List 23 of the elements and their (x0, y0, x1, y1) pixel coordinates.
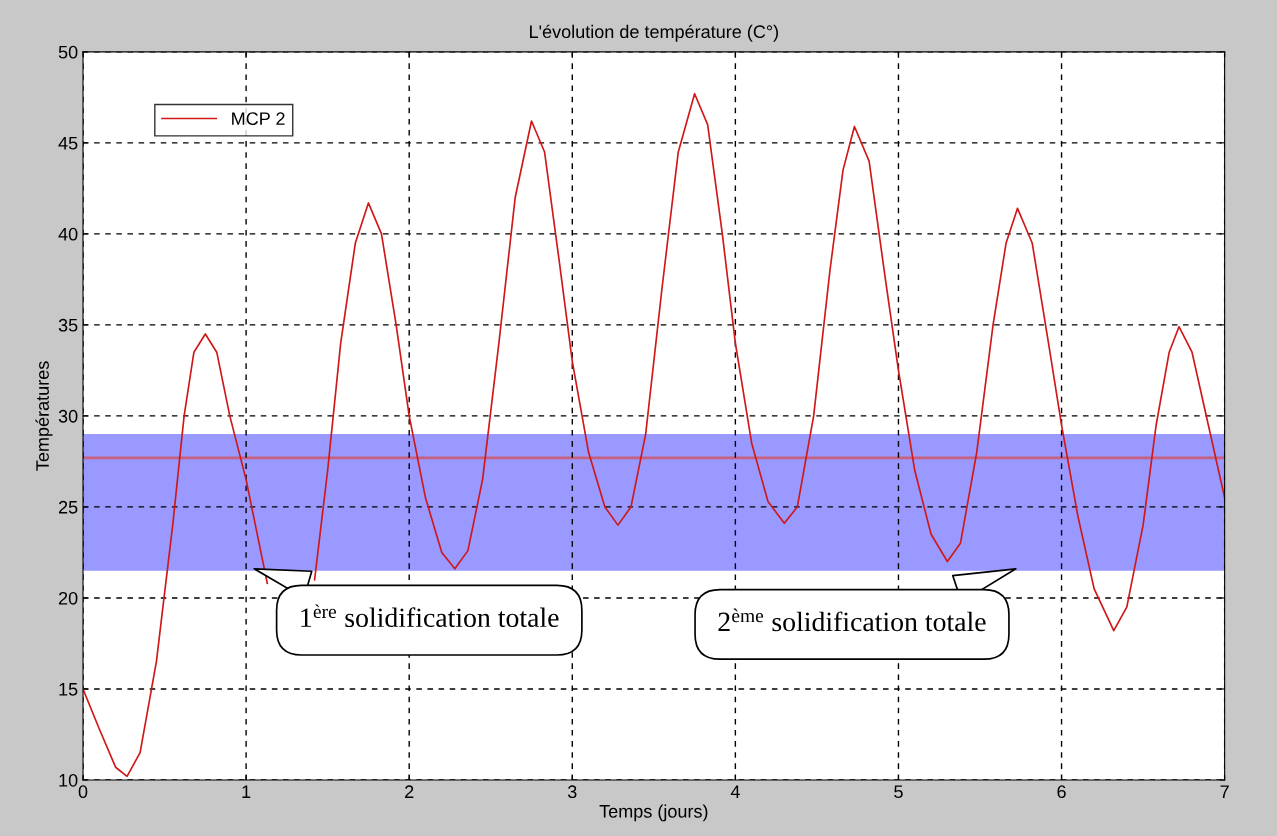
x-tick-label: 4 (730, 785, 740, 798)
y-tick-label: 15 (59, 683, 78, 696)
x-tick-label: 1 (242, 785, 251, 798)
x-axis-title: Temps (jours) (599, 804, 708, 822)
annotation: 2$^{ème}$ solidification totale (718, 608, 986, 632)
x-tick-label: 5 (894, 785, 903, 799)
chart-title: L'évolution de température (C°) (530, 24, 778, 42)
y-tick-label: 40 (58, 227, 78, 241)
annotation: 1$^{ère}$ solidification totale (301, 604, 559, 628)
y-tick-label: 20 (58, 591, 78, 605)
x-tick-label: 0 (78, 785, 88, 799)
x-tick-label: 2 (405, 785, 414, 798)
y-axis-title: Températures (35, 361, 53, 471)
y-tick-label: 50 (58, 45, 78, 59)
y-tick-label: 35 (58, 318, 78, 332)
x-tick-label: 7 (1220, 785, 1229, 798)
y-tick-label: 45 (58, 136, 78, 150)
y-tick-label: 25 (58, 500, 78, 514)
y-tick-label: 30 (58, 409, 78, 423)
y-tick-label: 10 (59, 773, 78, 787)
x-tick-label: 6 (1057, 785, 1066, 799)
legend-label: MCP 2 (232, 112, 285, 126)
x-tick-label: 3 (567, 785, 577, 799)
